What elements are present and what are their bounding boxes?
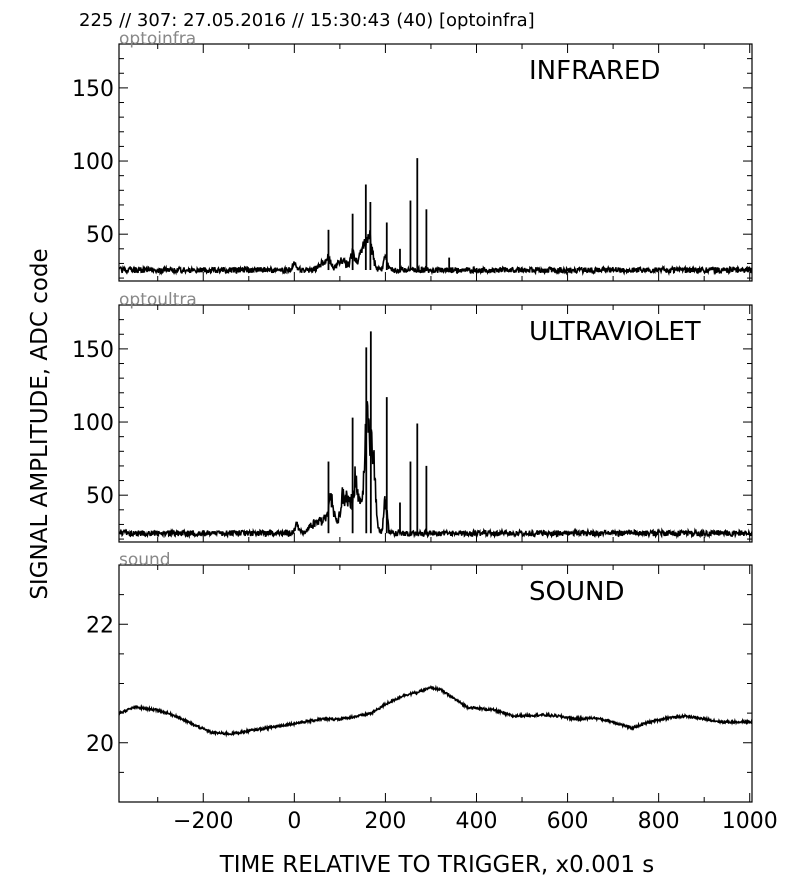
x-tick-label: 800 bbox=[638, 809, 680, 834]
y-tick-label: 100 bbox=[72, 150, 114, 175]
panel-label: sound bbox=[119, 550, 171, 570]
x-tick-label: 200 bbox=[364, 809, 406, 834]
y-tick-label: 50 bbox=[86, 484, 114, 509]
y-tick-label: 150 bbox=[72, 77, 114, 102]
panel-sound: 20 22 sound SOUND −200 0 200 400 600 800 1000 bbox=[86, 550, 778, 834]
panel-optoinfra: 50 100 150 optoinfra INFRARED bbox=[72, 29, 753, 282]
x-tick-label: 0 bbox=[287, 809, 301, 834]
y-tick-label: 22 bbox=[86, 613, 114, 638]
plot-frame bbox=[118, 564, 753, 803]
panels: 50 100 150 optoinfra INFRARED 50 100 150 optoult… bbox=[72, 29, 778, 834]
x-axis-label: TIME RELATIVE TO TRIGGER, x0.001 s bbox=[219, 852, 655, 878]
panel-annotation: INFRARED bbox=[529, 56, 660, 86]
series-line bbox=[119, 230, 752, 277]
panel-optoultra: 50 100 150 optoultra ULTRAVIOLET bbox=[72, 290, 753, 543]
y-tick-label: 50 bbox=[86, 223, 114, 248]
x-tick-label: −200 bbox=[173, 809, 233, 834]
panel-label: optoinfra bbox=[119, 29, 196, 49]
y-axis-label: SIGNAL AMPLITUDE, ADC code bbox=[27, 248, 53, 599]
plot-frame bbox=[118, 43, 753, 282]
x-tick-label: 400 bbox=[455, 809, 497, 834]
panel-annotation: ULTRAVIOLET bbox=[529, 317, 701, 347]
plot-frame bbox=[118, 304, 753, 543]
panel-label: optoultra bbox=[119, 290, 197, 310]
series-line bbox=[119, 401, 752, 540]
figure-header: 225 // 307: 27.05.2016 // 15:30:43 (40) … bbox=[79, 10, 535, 31]
y-tick-label: 150 bbox=[72, 338, 114, 363]
x-tick-label: 1000 bbox=[722, 809, 778, 834]
series-line bbox=[119, 684, 752, 738]
panel-annotation: SOUND bbox=[529, 577, 624, 607]
y-tick-label: 20 bbox=[86, 732, 114, 757]
y-tick-label: 100 bbox=[72, 411, 114, 436]
x-tick-label: 600 bbox=[547, 809, 589, 834]
